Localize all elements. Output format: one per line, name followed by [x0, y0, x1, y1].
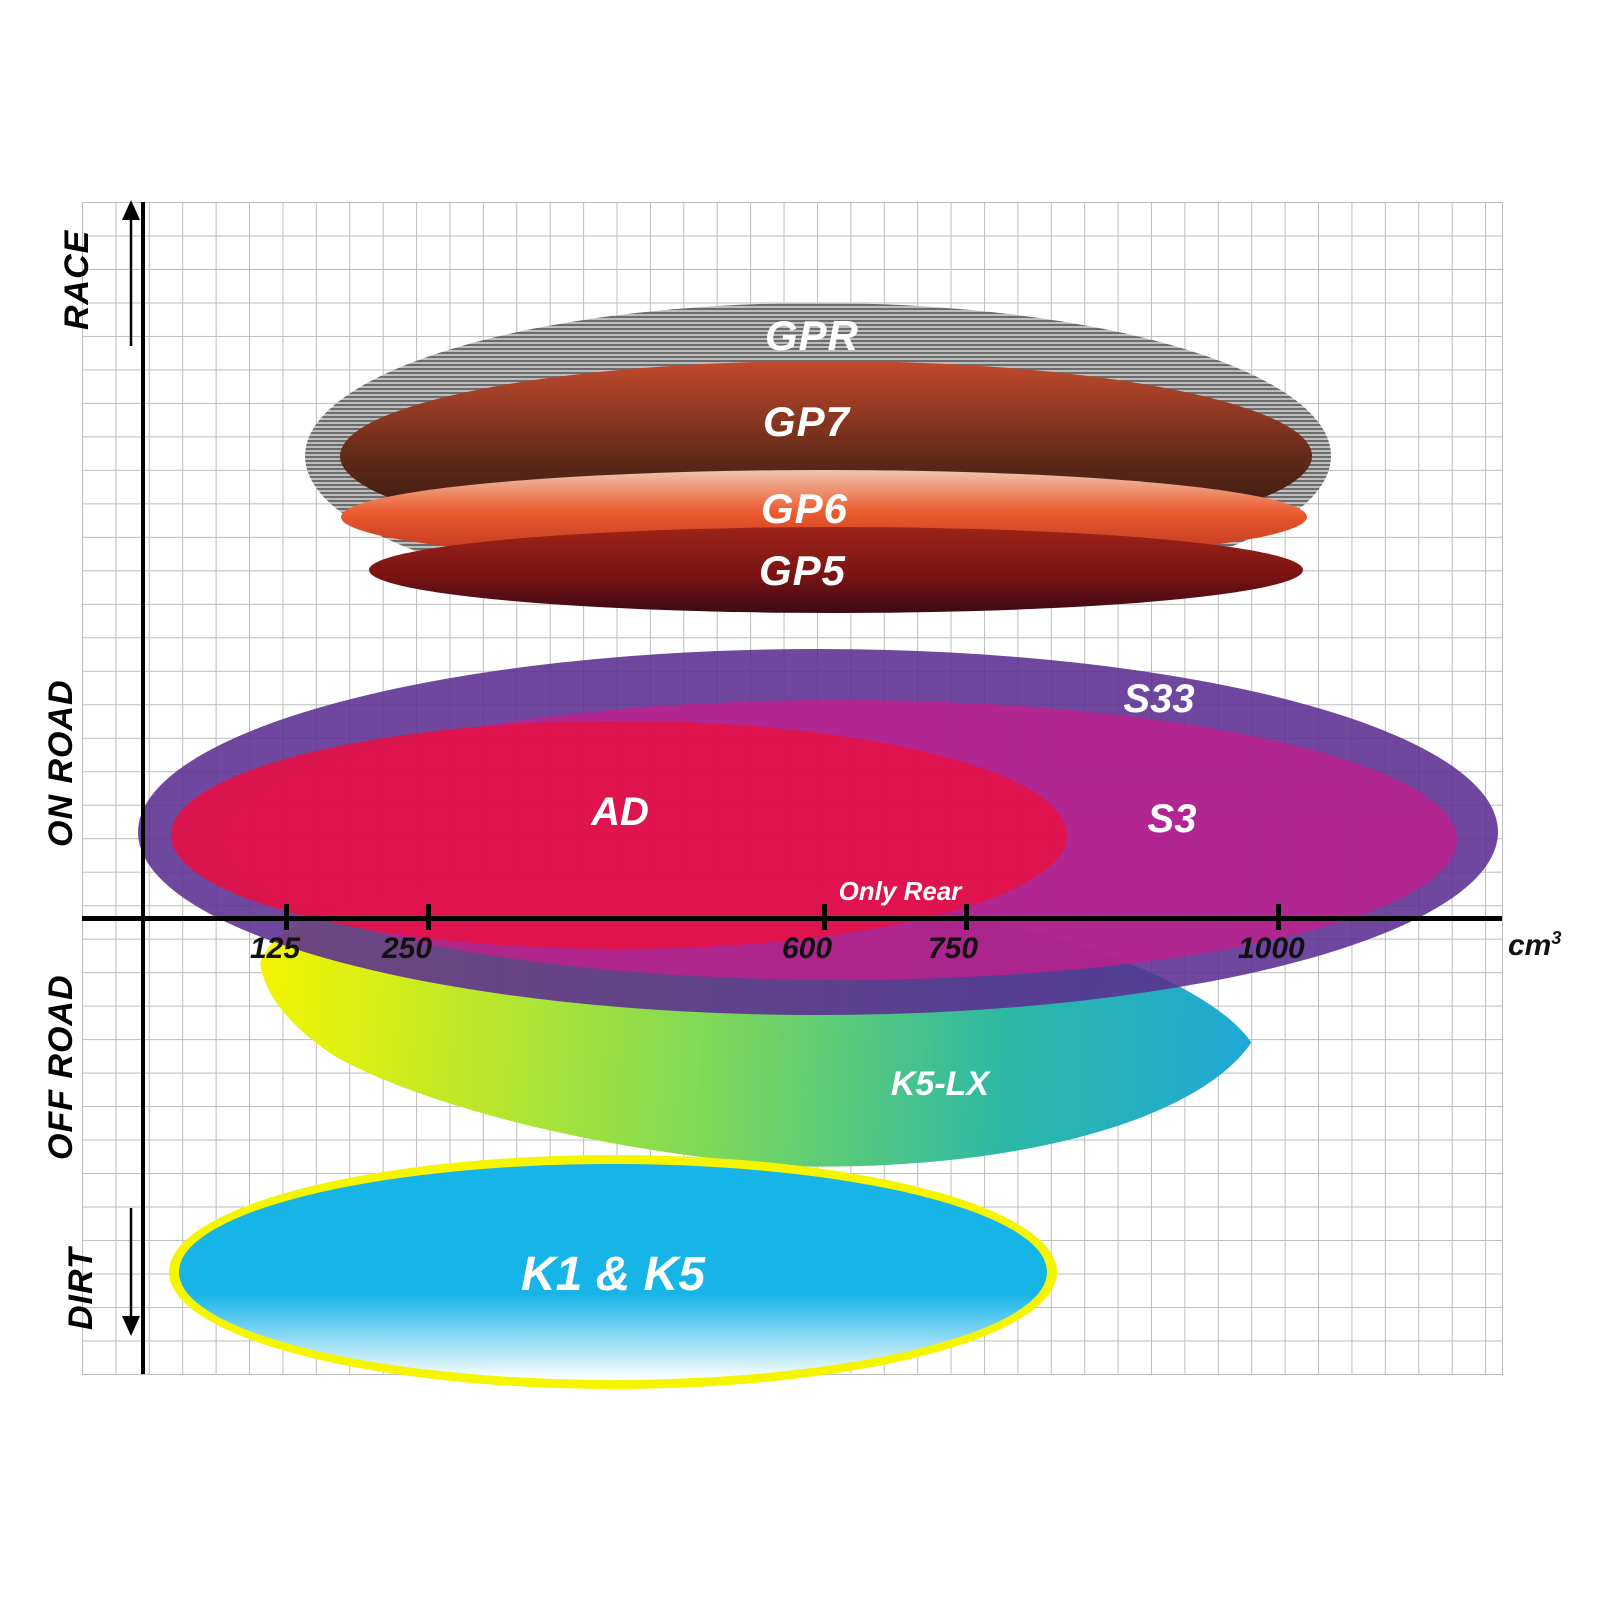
svg-text:K1 & K5: K1 & K5 — [521, 1248, 706, 1301]
